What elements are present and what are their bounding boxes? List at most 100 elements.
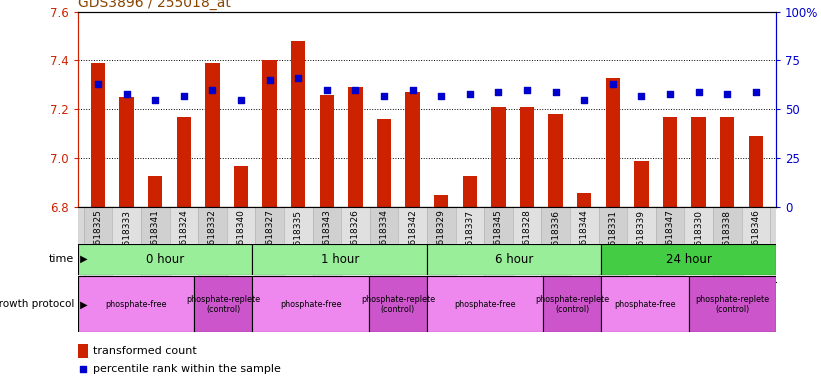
Bar [78,244,253,275]
Point [750,89,763,95]
Text: GSM618341: GSM618341 [151,210,160,265]
Text: ▶: ▶ [77,299,88,310]
Bar [120,97,134,207]
Point [521,87,534,93]
Point [76,366,89,372]
Text: phosphate-replete
(control): phosphate-replete (control) [535,295,609,314]
Text: GSM618333: GSM618333 [122,210,131,265]
Bar [91,63,105,207]
Bar [169,207,198,282]
Bar [291,41,305,207]
Text: GSM618340: GSM618340 [236,210,245,265]
Bar [601,276,689,332]
Point [692,89,705,95]
Bar [491,107,506,207]
Bar [227,207,255,282]
Point [578,96,591,103]
Text: GSM618345: GSM618345 [494,210,503,265]
Bar [749,136,763,207]
Bar [284,207,313,282]
Text: 0 hour: 0 hour [146,253,185,266]
Text: 1 hour: 1 hour [320,253,359,266]
Point [378,93,391,99]
Text: GSM618334: GSM618334 [379,210,388,265]
Point [91,81,104,87]
Text: GSM618335: GSM618335 [294,210,303,265]
Point [206,87,219,93]
Bar [177,117,191,207]
Point [721,91,734,97]
Bar [663,117,677,207]
Point [349,87,362,93]
Bar [544,276,601,332]
Point [549,89,562,95]
Bar [601,244,776,275]
Point [235,96,248,103]
Bar [234,166,248,207]
Bar [513,207,541,282]
Point [177,93,190,99]
Text: GSM618336: GSM618336 [551,210,560,265]
Point [406,87,420,93]
Bar [741,207,770,282]
Bar [689,276,776,332]
Point [120,91,133,97]
Bar [427,276,544,332]
Text: GSM618328: GSM618328 [522,210,531,265]
Text: GSM618338: GSM618338 [722,210,732,265]
Bar [713,207,741,282]
Bar [606,78,620,207]
Text: time: time [48,254,74,264]
Text: GSM618337: GSM618337 [466,210,475,265]
Bar [78,344,88,358]
Text: GSM618325: GSM618325 [94,210,103,265]
Bar [406,92,420,207]
Bar [427,207,456,282]
Text: GSM618344: GSM618344 [580,210,589,264]
Text: GSM618339: GSM618339 [637,210,646,265]
Bar [195,276,253,332]
Text: 24 hour: 24 hour [666,253,712,266]
Point [434,93,447,99]
Bar [456,207,484,282]
Bar [255,207,284,282]
Bar [369,276,427,332]
Text: GSM618326: GSM618326 [351,210,360,265]
Text: phosphate-replete
(control): phosphate-replete (control) [695,295,769,314]
Point [606,81,619,87]
Point [635,93,648,99]
Text: GSM618346: GSM618346 [751,210,760,265]
Bar [520,107,534,207]
Bar [398,207,427,282]
Text: phosphate-free: phosphate-free [280,300,342,309]
Point [320,87,333,93]
Bar [341,207,369,282]
Text: percentile rank within the sample: percentile rank within the sample [94,364,282,374]
Bar [427,244,601,275]
Bar [263,60,277,207]
Bar [313,207,341,282]
Bar [253,276,369,332]
Bar [148,175,163,207]
Point [149,96,162,103]
Bar [205,63,219,207]
Text: phosphate-replete
(control): phosphate-replete (control) [186,295,260,314]
Bar [253,244,427,275]
Text: ▶: ▶ [77,254,88,264]
Bar [635,161,649,207]
Bar [369,207,398,282]
Bar [599,207,627,282]
Text: GSM618342: GSM618342 [408,210,417,264]
Bar [541,207,570,282]
Text: GSM618329: GSM618329 [437,210,446,265]
Text: GDS3896 / 255018_at: GDS3896 / 255018_at [78,0,231,10]
Bar [720,117,734,207]
Text: 6 hour: 6 hour [495,253,534,266]
Point [463,91,476,97]
Bar [112,207,141,282]
Bar [434,195,448,207]
Bar [377,119,391,207]
Text: phosphate-free: phosphate-free [614,300,676,309]
Bar [656,207,685,282]
Bar [198,207,227,282]
